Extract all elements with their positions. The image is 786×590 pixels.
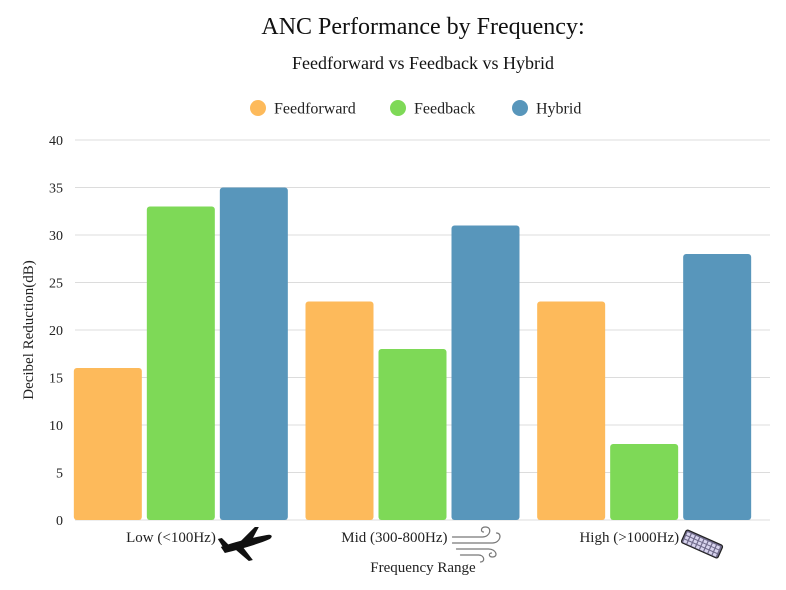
x-axis-categories: Low (<100Hz) Mid (300-800Hz) High (>1000Hz… [126, 526, 724, 563]
y-axis-ticks: 0 5 10 15 20 25 30 35 40 [49, 134, 63, 529]
legend-swatch [390, 100, 406, 116]
y-tick-label: 40 [49, 134, 63, 149]
legend-label: Feedforward [274, 101, 356, 118]
legend-label: Feedback [414, 101, 475, 118]
wind-icon [451, 526, 501, 563]
chart-title: ANC Performance by Frequency: [261, 14, 584, 40]
bar-feedback-0 [146, 206, 215, 520]
bars [73, 187, 752, 520]
y-tick-label: 0 [56, 514, 63, 529]
chart-subtitle: Feedforward vs Feedback vs Hybrid [292, 53, 554, 73]
legend: Feedforward Feedback Hybrid [250, 100, 581, 118]
y-tick-label: 35 [49, 182, 63, 197]
airplane-icon [217, 527, 272, 561]
y-axis-label: Decibel Reduction(dB) [21, 260, 37, 400]
y-tick-label: 10 [49, 419, 63, 434]
bar-hybrid-0 [219, 187, 288, 520]
bar-feedback-2 [610, 444, 679, 520]
x-category-label: Mid (300-800Hz) [341, 530, 447, 546]
legend-swatch [250, 100, 266, 116]
y-tick-label: 30 [49, 229, 63, 244]
legend-label: Hybrid [536, 101, 581, 118]
bar-feedforward-2 [537, 301, 606, 520]
y-tick-label: 25 [49, 277, 63, 292]
legend-swatch [512, 100, 528, 116]
x-category-label: Low (<100Hz) [126, 530, 216, 546]
keyboard-icon [680, 529, 724, 559]
bar-feedback-1 [378, 349, 447, 520]
bar-hybrid-2 [683, 254, 752, 520]
bar-feedforward-0 [73, 368, 142, 520]
x-category-label: High (>1000Hz) [579, 530, 679, 546]
y-tick-label: 5 [56, 467, 63, 482]
x-axis-label: Frequency Range [370, 560, 476, 576]
bar-feedforward-1 [305, 301, 374, 520]
y-tick-label: 15 [49, 372, 63, 387]
y-tick-label: 20 [49, 324, 63, 339]
bar-hybrid-1 [451, 225, 520, 520]
